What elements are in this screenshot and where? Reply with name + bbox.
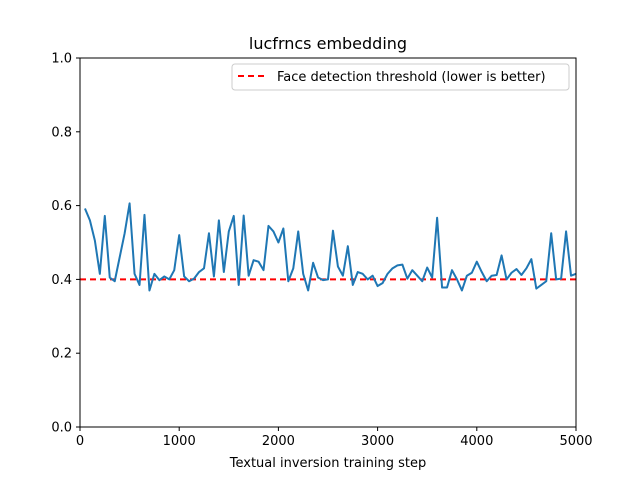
legend: Face detection threshold (lower is bette… <box>231 63 570 91</box>
x-tick-label: 4000 <box>460 434 493 449</box>
x-tick-label: 5000 <box>559 434 592 449</box>
x-tick-label: 1000 <box>163 434 196 449</box>
x-tick-label: 3000 <box>361 434 394 449</box>
legend-box <box>231 63 570 91</box>
x-axis-title: Textual inversion training step <box>229 456 426 471</box>
y-tick-label: 0.4 <box>51 273 72 288</box>
x-tick-label: 2000 <box>262 434 295 449</box>
plot-area: 0 1000 2000 3000 4000 5000 0.0 0.2 0.4 0.6 0.8 1.0 <box>51 52 592 450</box>
axes-frame <box>79 57 577 428</box>
x-tick-label: 0 <box>76 434 84 449</box>
y-tick-label: 1.0 <box>51 52 72 67</box>
y-tick-label: 0.2 <box>51 347 72 362</box>
series-line-0 <box>84 202 577 292</box>
y-tick-label: 0.8 <box>51 125 72 140</box>
legend-threshold-label: Face detection threshold (lower is bette… <box>277 70 546 85</box>
y-tick-label: 0.0 <box>51 421 72 436</box>
chart-title: lucfrncs embedding <box>249 34 407 53</box>
y-tick-label: 0.6 <box>51 199 72 214</box>
